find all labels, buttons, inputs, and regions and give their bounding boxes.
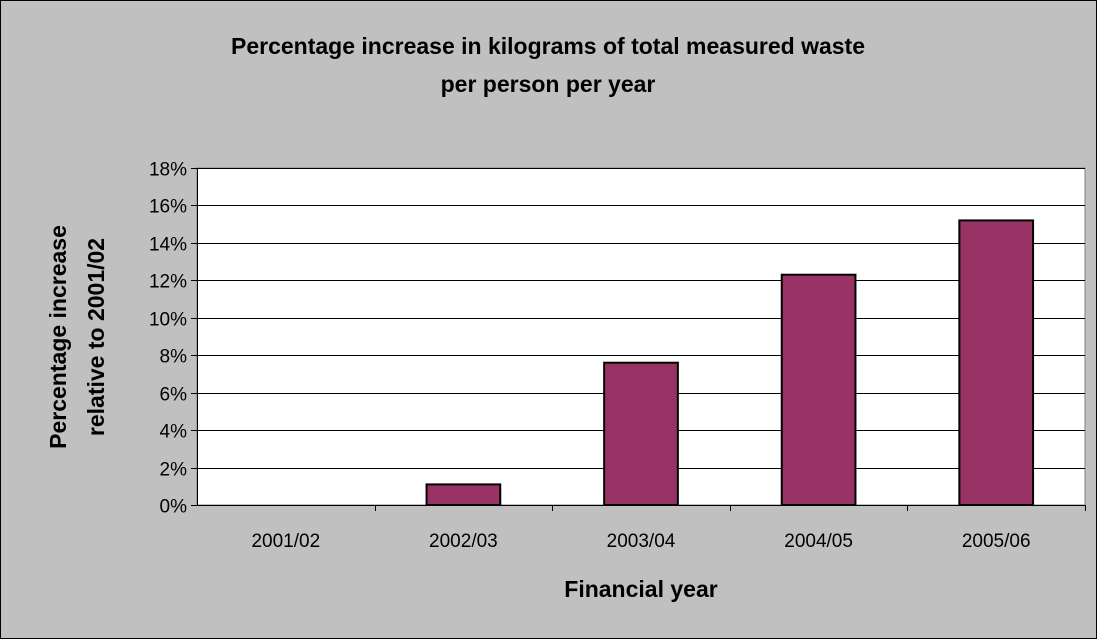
x-axis-label: Financial year [564,576,717,602]
y-tick-label: 14% [149,235,187,256]
bar-2003-04 [603,361,679,507]
x-tick-label: 2001/02 [251,531,320,552]
x-tick-label: 2004/05 [784,531,853,552]
x-tick-label: 2002/03 [429,531,498,552]
x-tick-labels: 2001/02 2002/03 2003/04 2004/05 2005/06 [251,531,1030,552]
y-tick-label: 0% [160,497,188,518]
bar-2005-06 [958,219,1035,507]
axes [191,168,1086,511]
y-tick-label: 10% [149,310,187,331]
y-tick-label: 4% [160,422,188,443]
chart-title-line-2: per person per year [441,71,656,97]
y-tick-label: 6% [160,385,188,406]
y-axis-label-line-1: Percentage increase [45,225,71,449]
y-tick-labels: 0% 2% 4% 6% 8% 10% 12% 14% 16% 18% [149,160,187,518]
bar-2002-03 [425,483,502,506]
y-tick-label: 18% [149,160,187,181]
bars [425,219,1035,507]
y-tick-label: 16% [149,197,187,218]
chart-title-line-1: Percentage increase in kilograms of tota… [231,33,865,59]
x-tick-label: 2005/06 [962,531,1031,552]
x-tick-label: 2003/04 [607,531,676,552]
y-tick-label: 2% [160,460,188,481]
y-tick-label: 8% [160,347,188,368]
y-axis-label-line-2: relative to 2001/02 [83,238,109,436]
bar-2004-05 [780,273,857,507]
y-tick-label: 12% [149,272,187,293]
